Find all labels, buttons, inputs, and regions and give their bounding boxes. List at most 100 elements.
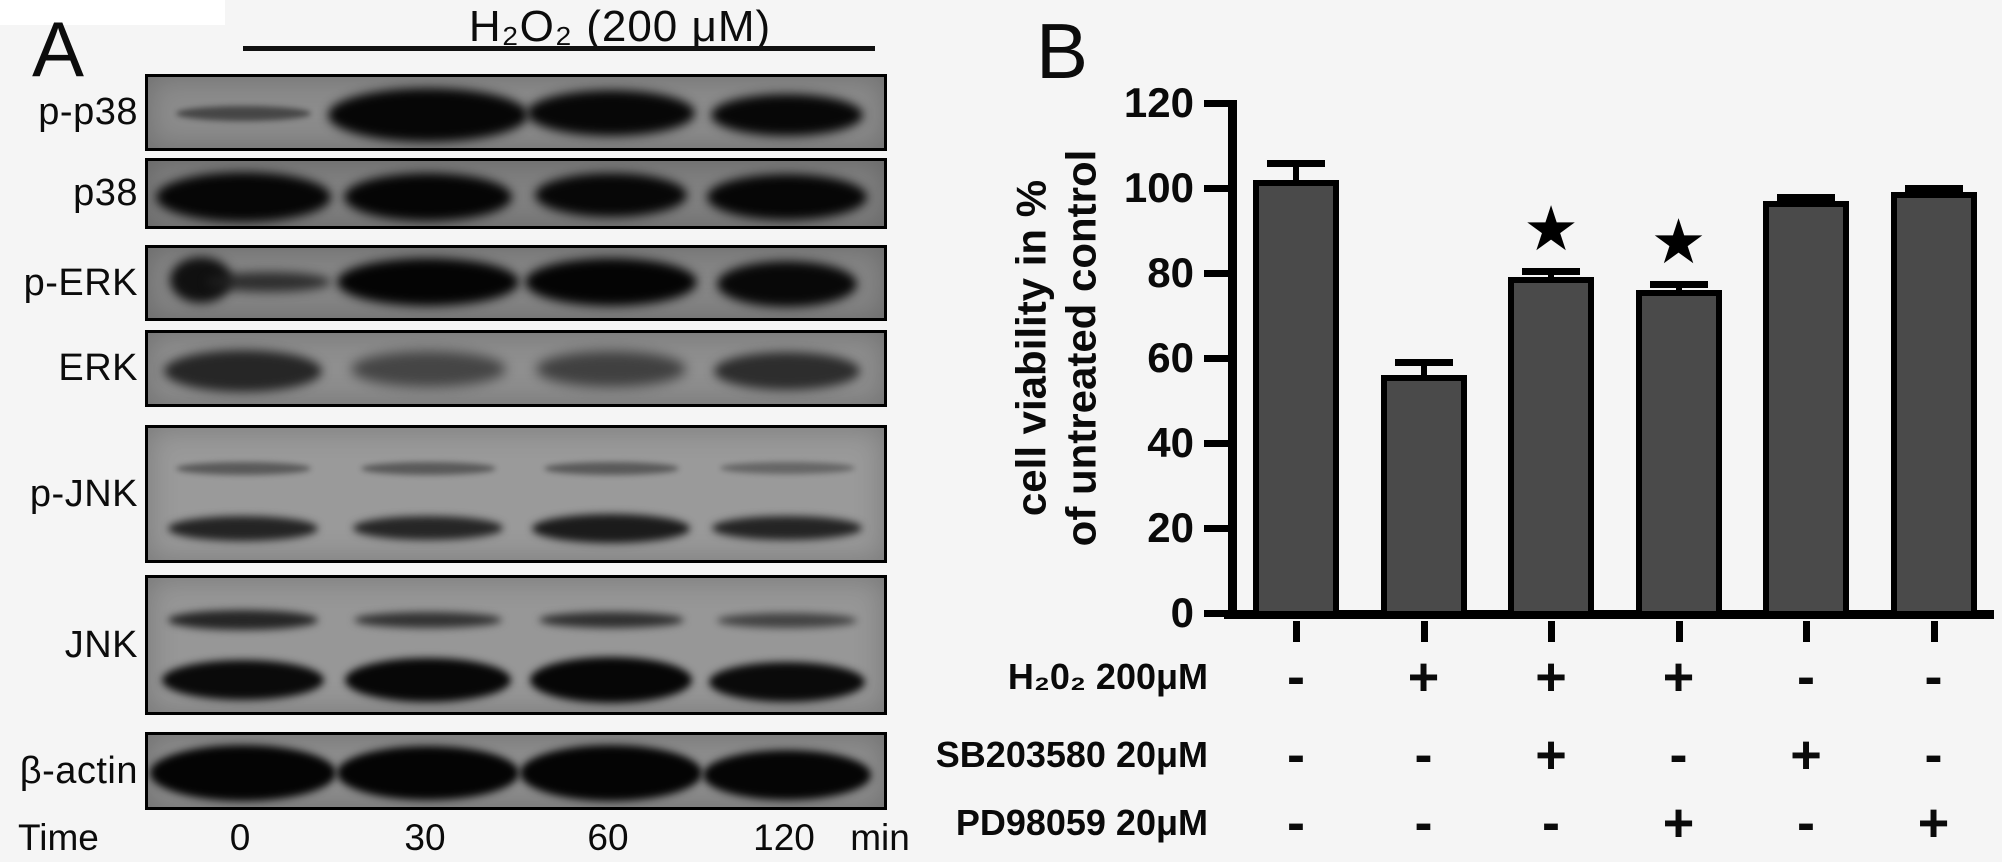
treatment-symbol: - bbox=[1414, 793, 1433, 853]
x-tick bbox=[1293, 621, 1300, 642]
panel-a-treatment-header: H₂O₂ (200 μM) bbox=[468, 2, 772, 51]
error-bar-cap bbox=[1394, 359, 1453, 367]
blot-row-label-erk: ERK bbox=[58, 347, 138, 389]
blot-band bbox=[535, 173, 687, 217]
blot-row-label-b-actin: β-actin bbox=[19, 750, 138, 792]
y-tick bbox=[1204, 270, 1230, 277]
significance-star: ★ bbox=[1650, 207, 1707, 277]
error-bar-whisker bbox=[1420, 362, 1427, 381]
blot-band bbox=[717, 261, 857, 307]
treatment-row-label-pd98059: PD98059 20μM bbox=[955, 802, 1208, 843]
treatment-symbol: - bbox=[1797, 793, 1815, 853]
bar bbox=[1380, 375, 1467, 617]
x-tick bbox=[1420, 621, 1428, 642]
y-tick bbox=[1204, 610, 1230, 617]
treatment-symbol: - bbox=[1414, 725, 1433, 785]
blot-band bbox=[360, 461, 496, 475]
blot-box bbox=[145, 158, 887, 229]
blot-band bbox=[719, 462, 855, 474]
x-tick bbox=[1675, 621, 1683, 642]
error-bar-cap bbox=[1267, 159, 1325, 167]
y-tick bbox=[1204, 440, 1230, 447]
treatment-symbol: + bbox=[1662, 647, 1695, 707]
treatment-symbol: - bbox=[1542, 793, 1560, 853]
blot-band bbox=[168, 610, 318, 630]
treatment-symbol: + bbox=[1662, 793, 1695, 853]
blot-box bbox=[145, 245, 887, 321]
bar bbox=[1508, 277, 1594, 617]
treatment-symbol: + bbox=[1917, 793, 1950, 853]
blot-band bbox=[527, 90, 695, 136]
panel-a-treatment-underline bbox=[243, 46, 875, 51]
time-value: 120 bbox=[753, 817, 815, 858]
blot-band bbox=[703, 750, 871, 800]
blot-band bbox=[150, 745, 336, 801]
treatment-symbol: - bbox=[1924, 725, 1943, 785]
error-bar-whisker bbox=[1675, 283, 1682, 296]
panel-a-letter: A bbox=[32, 5, 85, 93]
y-tick-label: 20 bbox=[1147, 504, 1194, 551]
y-tick bbox=[1204, 525, 1230, 532]
y-tick-label: 60 bbox=[1147, 334, 1194, 381]
treatment-symbol: - bbox=[1669, 725, 1688, 785]
y-axis-line bbox=[1228, 100, 1237, 619]
y-tick bbox=[1204, 355, 1230, 362]
blot-row-label-p38: p38 bbox=[73, 172, 138, 214]
blot-band bbox=[536, 351, 686, 387]
error-bar-cap bbox=[1777, 193, 1835, 201]
significance-star: ★ bbox=[1523, 194, 1579, 264]
blot-band bbox=[345, 658, 511, 702]
treatment-symbol: - bbox=[1924, 647, 1943, 707]
blot-band bbox=[168, 515, 318, 541]
blot-box bbox=[145, 425, 887, 563]
error-bar-cap bbox=[1904, 185, 1963, 192]
y-tick bbox=[1204, 185, 1230, 192]
blot-band bbox=[164, 350, 322, 392]
blot-band bbox=[714, 352, 860, 390]
treatment-symbol: - bbox=[1287, 725, 1305, 785]
error-bar-cap bbox=[1649, 280, 1708, 288]
blot-box bbox=[145, 74, 887, 151]
y-tick-label: 40 bbox=[1147, 419, 1194, 466]
blot-band bbox=[337, 258, 519, 306]
blot-band bbox=[162, 660, 324, 700]
error-bar-whisker bbox=[1930, 188, 1937, 199]
blot-band bbox=[353, 516, 503, 540]
bar bbox=[1635, 290, 1722, 617]
time-row-label: Time bbox=[18, 817, 99, 858]
treatment-symbol: + bbox=[1407, 647, 1440, 707]
treatment-row-label-sb203580: SB203580 20μM bbox=[935, 734, 1208, 775]
blot-band bbox=[175, 105, 311, 121]
blot-row-label-p-p38: p-p38 bbox=[38, 91, 138, 133]
x-tick bbox=[1803, 621, 1810, 642]
time-value: 60 bbox=[587, 817, 629, 858]
treatment-symbol: - bbox=[1287, 647, 1305, 707]
blot-band bbox=[709, 662, 865, 702]
blot-box bbox=[145, 330, 887, 407]
time-value: 0 bbox=[229, 817, 251, 858]
x-axis-line bbox=[1224, 610, 1994, 619]
treatment-symbol: - bbox=[1797, 647, 1815, 707]
time-unit-label: min bbox=[850, 817, 910, 858]
panel-b-letter: B bbox=[1036, 7, 1089, 95]
blot-band bbox=[712, 516, 862, 540]
blot-box bbox=[145, 732, 887, 810]
blot-band bbox=[543, 461, 679, 475]
blot-band bbox=[175, 461, 311, 475]
error-bar-cap bbox=[1522, 267, 1580, 275]
treatment-symbol: + bbox=[1535, 647, 1567, 707]
blot-band bbox=[538, 612, 684, 628]
blot-row-label-p-erk: p-ERK bbox=[23, 262, 138, 304]
bar bbox=[1253, 179, 1339, 617]
blot-band bbox=[205, 272, 331, 292]
blot-band bbox=[532, 513, 690, 543]
y-tick bbox=[1204, 100, 1230, 107]
time-value: 30 bbox=[404, 817, 446, 858]
treatment-symbol: - bbox=[1287, 793, 1305, 853]
blot-band bbox=[707, 174, 867, 220]
blot-band bbox=[328, 88, 528, 142]
y-tick-label: 120 bbox=[1123, 79, 1194, 126]
blot-band bbox=[155, 172, 331, 222]
blot-band bbox=[350, 351, 506, 387]
x-tick bbox=[1930, 621, 1938, 642]
